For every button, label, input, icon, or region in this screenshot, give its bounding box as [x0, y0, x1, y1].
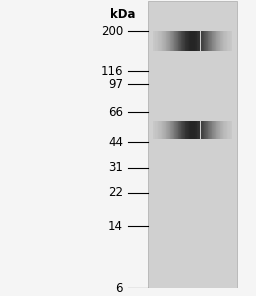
Text: kDa: kDa: [110, 7, 136, 20]
Text: 66: 66: [108, 106, 123, 119]
Text: 14: 14: [108, 220, 123, 233]
Bar: [148, 1, 237, 288]
Text: 97: 97: [108, 78, 123, 91]
Text: 31: 31: [108, 161, 123, 174]
Text: 200: 200: [101, 25, 123, 38]
Text: 44: 44: [108, 136, 123, 149]
Text: 6: 6: [115, 281, 123, 295]
Text: 116: 116: [100, 65, 123, 78]
Text: 22: 22: [108, 186, 123, 200]
